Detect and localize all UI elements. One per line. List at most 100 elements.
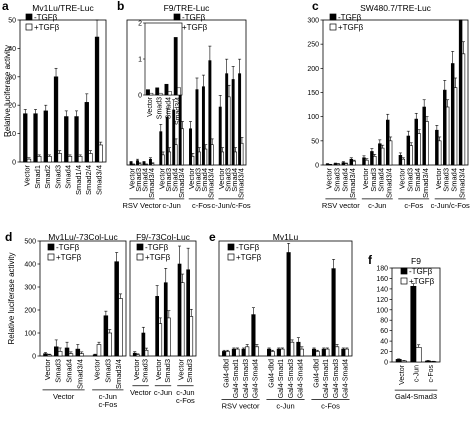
- bar-minus-tgfb: [132, 352, 137, 357]
- category-label: Gal4-Smad1: [233, 359, 240, 398]
- category-label: Smad4: [230, 168, 239, 192]
- category-label: Smad3/4: [177, 168, 186, 198]
- bar-plus-tgfb: [210, 144, 214, 166]
- bar-plus-tgfb: [336, 163, 341, 166]
- category-label: Vector: [157, 168, 166, 190]
- bar-plus-tgfb: [380, 147, 385, 166]
- legend-label: +TGFβ: [338, 23, 364, 32]
- bar-plus-tgfb: [57, 153, 62, 163]
- bar-minus-tgfb: [64, 347, 70, 357]
- category-label: Vector: [434, 168, 443, 190]
- bar-minus-tgfb: [142, 161, 146, 166]
- bar-plus-tgfb: [57, 351, 63, 357]
- bar-plus-tgfb: [234, 151, 237, 166]
- bar-plus-tgfb: [96, 344, 102, 357]
- bar-plus-tgfb: [136, 354, 140, 357]
- inset-category-label: Smad3: [156, 97, 163, 119]
- panel-a: a Mv1Lu/TRE-Luc Relative luciferase activi…: [2, 0, 107, 195]
- legend-swatch: [227, 243, 235, 251]
- category-label: Smad4: [450, 168, 459, 192]
- category-label: Vector: [217, 168, 226, 190]
- legend-label: -TGFβ: [145, 243, 169, 252]
- y-tick-label: 120: [376, 297, 388, 304]
- legend-label: +TGFβ: [409, 277, 435, 286]
- category-label: Gal4-Smad3: [333, 359, 340, 398]
- y-tick-label: 40: [380, 339, 388, 346]
- bar-plus-tgfb: [144, 349, 149, 357]
- bar-minus-tgfb: [238, 73, 242, 166]
- legend-label: +TGFβ: [56, 253, 82, 262]
- bar-minus-tgfb: [406, 135, 411, 166]
- y-tick-label: 60: [380, 328, 388, 335]
- bar-plus-tgfb: [299, 348, 304, 357]
- legend-swatch: [329, 23, 337, 31]
- bar-minus-tgfb: [341, 162, 346, 166]
- plot-frame: [126, 19, 247, 166]
- bar-plus-tgfb: [204, 148, 208, 166]
- category-label: Vector: [23, 165, 32, 187]
- category-label: Smad4: [413, 168, 422, 192]
- bar-plus-tgfb: [240, 142, 244, 166]
- bar-plus-tgfb: [189, 316, 194, 357]
- bar-minus-tgfb: [136, 160, 139, 166]
- category-label: Smad3: [164, 168, 173, 192]
- category-label: c-Fos: [428, 365, 435, 383]
- y-tick-label: 140: [376, 286, 388, 293]
- bar-plus-tgfb: [47, 156, 52, 163]
- bar-minus-tgfb: [311, 348, 317, 357]
- bar-plus-tgfb: [158, 323, 163, 357]
- category-label: Smad3: [442, 168, 451, 192]
- bar-plus-tgfb: [67, 156, 73, 163]
- legend-label: -TGFβ: [236, 243, 260, 252]
- bar-minus-tgfb: [331, 268, 336, 357]
- group-label: c-Fos: [176, 396, 195, 405]
- panel-letter: b: [117, 0, 124, 13]
- bar-plus-tgfb: [68, 353, 74, 357]
- y-tick-label: 300: [24, 285, 36, 292]
- category-label: Vector: [177, 359, 186, 381]
- category-label: Smad3/4: [207, 168, 216, 198]
- y-tick-label: 150: [307, 90, 319, 97]
- category-label: Vector: [399, 364, 406, 385]
- category-label: Gal4-dbd: [223, 359, 230, 388]
- category-label: Smad3: [54, 359, 63, 383]
- y-tick-label: 30: [8, 74, 16, 81]
- group-label: c-Fos: [192, 201, 211, 210]
- bar-minus-tgfb: [155, 296, 159, 357]
- bar-minus-tgfb: [321, 348, 326, 357]
- legend-swatch: [25, 23, 33, 31]
- category-label: Smad4: [377, 168, 386, 192]
- category-label: Gal4-Smad4: [298, 359, 305, 398]
- panel-f: f F9 0 20 40 60 80 100 120 140 160 180 Vector c-Jun c-…: [368, 253, 441, 401]
- category-label: Gal4-dbd: [313, 359, 320, 388]
- inset-bar: [177, 87, 181, 96]
- category-label: Vector: [397, 168, 406, 190]
- bar-plus-tgfb: [79, 353, 84, 357]
- category-label: Smad3: [405, 168, 414, 192]
- bar-minus-tgfb: [189, 128, 192, 166]
- panel-title: SW480.7/TRE-Luc: [360, 3, 432, 13]
- bar-plus-tgfb: [107, 332, 112, 357]
- category-label: Smad1: [33, 165, 42, 189]
- legend-swatch: [400, 267, 408, 275]
- bar-plus-tgfb: [270, 351, 275, 357]
- panel-letter: d: [5, 230, 12, 244]
- y-tick-label: 10: [8, 131, 16, 138]
- bar-minus-tgfb: [94, 36, 100, 163]
- panel-letter: a: [2, 0, 9, 13]
- category-label: Vector: [132, 359, 141, 381]
- panel-title: F9: [411, 256, 421, 266]
- bar-plus-tgfb: [227, 96, 231, 166]
- bar-plus-tgfb: [344, 348, 349, 357]
- legend-swatch: [25, 13, 33, 21]
- bar-plus-tgfb: [401, 360, 407, 363]
- category-label: Smad3: [194, 168, 203, 192]
- category-label: Smad3: [332, 168, 341, 192]
- bar-minus-tgfb: [425, 360, 431, 363]
- bar-plus-tgfb: [335, 346, 340, 357]
- bar-plus-tgfb: [47, 354, 52, 357]
- y-tick-label: 250: [307, 42, 319, 49]
- category-label: Smad4: [64, 165, 73, 189]
- inset-category-label: Smad3/4: [175, 97, 182, 125]
